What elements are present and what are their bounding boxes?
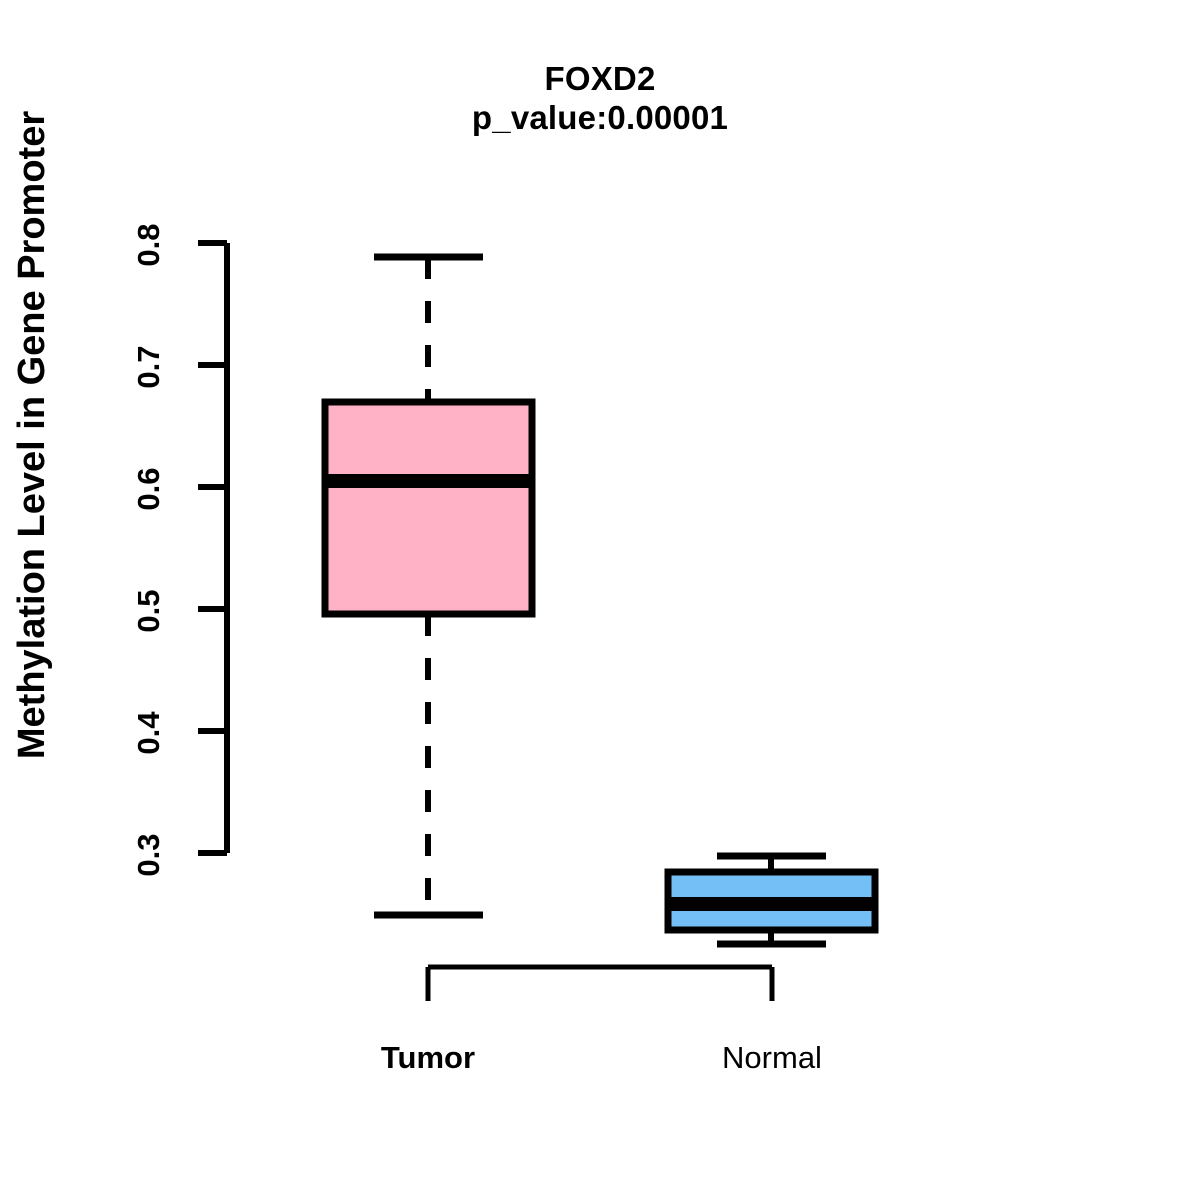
box-normal[interactable] bbox=[664, 852, 879, 948]
chart-title-block: FOXD2 p_value:0.00001 bbox=[0, 60, 1200, 138]
x-tick-label-normal: Normal bbox=[722, 1040, 822, 1075]
box-tumor[interactable] bbox=[321, 253, 536, 919]
box-rect-tumor bbox=[321, 398, 536, 618]
page-title: FOXD2 bbox=[544, 60, 656, 97]
pvalue-annotation: p_value:0.00001 bbox=[471, 98, 729, 136]
y-axis bbox=[198, 240, 230, 856]
x-tick-label-tumor: Tumor bbox=[380, 1040, 476, 1075]
comparison-bracket bbox=[425, 964, 775, 1001]
